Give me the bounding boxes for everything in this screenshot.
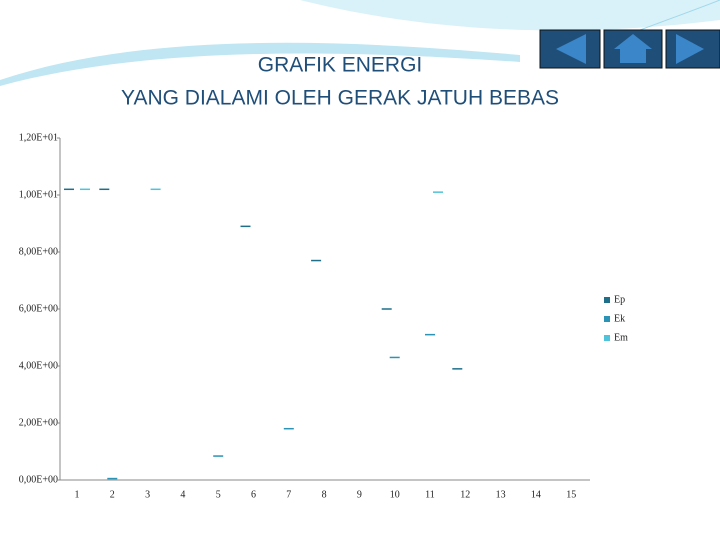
bar-top	[433, 191, 443, 193]
y-tick-label: 0,00E+00	[19, 474, 58, 485]
legend-swatch	[604, 316, 610, 322]
legend-label: Em	[614, 332, 628, 343]
y-tick-label: 2,00E+00	[19, 417, 58, 428]
nav-next[interactable]	[665, 29, 720, 69]
y-tick-label: 4,00E+00	[19, 360, 58, 371]
bar-top	[283, 427, 294, 430]
bar-top	[150, 188, 161, 191]
x-tick-label: 13	[496, 489, 506, 500]
y-tick-label: 8,00E+00	[19, 246, 58, 257]
x-tick-label: 12	[460, 489, 470, 500]
y-tick-label: 1,00E+01	[19, 189, 58, 200]
x-tick-label: 6	[251, 489, 256, 500]
x-tick-label: 11	[425, 489, 435, 500]
x-tick-label: 14	[531, 489, 541, 500]
chart-title: GRAFIK ENERGI	[258, 54, 423, 77]
nav-home[interactable]	[603, 29, 663, 69]
bar-top	[381, 308, 392, 310]
legend-label: Ep	[614, 294, 625, 305]
x-tick-label: 8	[322, 489, 327, 500]
chart-subtitle: YANG DIALAMI OLEH GERAK JATUH BEBAS	[121, 87, 559, 110]
x-tick-label: 9	[357, 489, 362, 500]
bar-top	[107, 477, 118, 480]
x-tick-label: 2	[110, 489, 115, 500]
y-tick-label: 1,20E+01	[19, 132, 58, 143]
legend-swatch	[604, 335, 610, 341]
bar-top	[425, 333, 435, 336]
y-tick-label: 6,00E+00	[19, 303, 58, 314]
legend-label: Ek	[614, 313, 625, 324]
x-tick-label: 4	[180, 489, 185, 500]
x-tick-label: 5	[216, 489, 221, 500]
x-tick-label: 7	[286, 489, 291, 500]
bar-top	[99, 188, 110, 191]
x-tick-label: 10	[390, 489, 400, 500]
bar-top	[389, 356, 400, 359]
x-tick-label: 15	[566, 489, 576, 500]
legend-swatch	[604, 297, 610, 303]
x-tick-label: 1	[75, 489, 80, 500]
nav-prev[interactable]	[539, 29, 601, 69]
decor-swoosh	[0, 42, 520, 86]
bar-top	[80, 188, 90, 191]
bar-top	[64, 188, 74, 191]
bar-top	[240, 225, 251, 228]
decor-swoosh-top	[300, 0, 720, 31]
decor-line	[639, 0, 720, 31]
bar-top	[311, 259, 322, 262]
bar-top	[213, 455, 224, 457]
x-tick-label: 3	[145, 489, 150, 500]
bar-top	[452, 368, 463, 370]
